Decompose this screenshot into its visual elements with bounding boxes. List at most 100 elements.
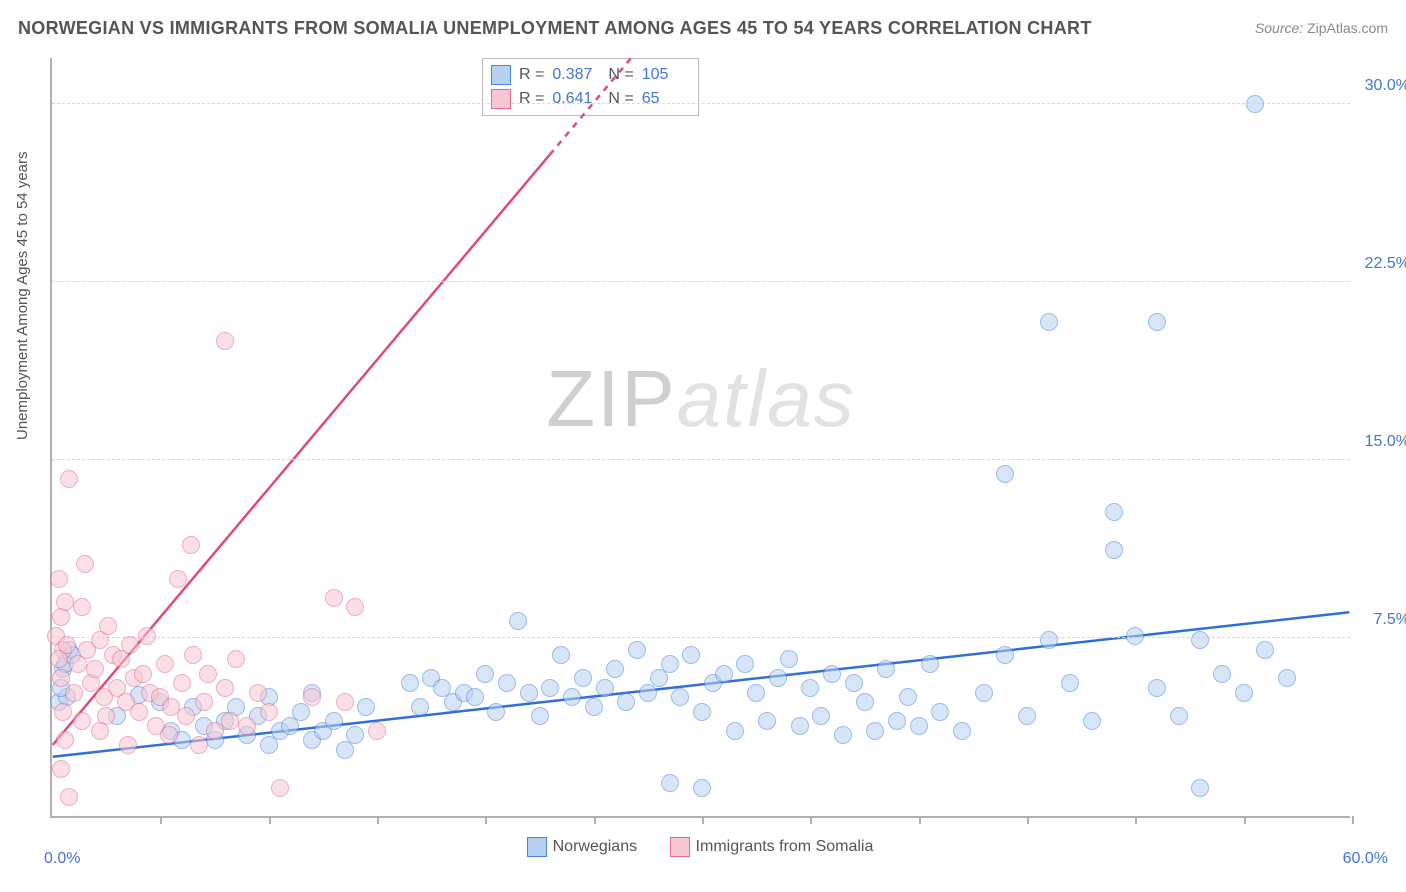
data-point [574, 669, 592, 687]
data-point [996, 646, 1014, 664]
data-point [1148, 679, 1166, 697]
data-point [1256, 641, 1274, 659]
data-point [325, 712, 343, 730]
y-tick-label: 7.5% [1374, 611, 1406, 629]
data-point [182, 536, 200, 554]
data-point [520, 684, 538, 702]
data-point [801, 679, 819, 697]
data-point [91, 722, 109, 740]
correlation-legend: R = 0.387 N = 105 R = 0.641 N = 65 [482, 58, 699, 116]
data-point [238, 717, 256, 735]
data-point [195, 693, 213, 711]
data-point [58, 636, 76, 654]
data-point [1191, 779, 1209, 797]
data-point [357, 698, 375, 716]
data-point [585, 698, 603, 716]
data-point [130, 703, 148, 721]
data-point [487, 703, 505, 721]
legend-n-val-a: 105 [642, 66, 690, 84]
data-point [86, 660, 104, 678]
gridline-h [52, 103, 1350, 104]
data-point [845, 674, 863, 692]
data-point [866, 722, 884, 740]
data-point [401, 674, 419, 692]
data-point [931, 703, 949, 721]
x-tick [1027, 816, 1029, 824]
data-point [260, 703, 278, 721]
data-point [1040, 631, 1058, 649]
data-point [336, 693, 354, 711]
y-tick-label: 15.0% [1365, 433, 1406, 451]
data-point [877, 660, 895, 678]
source-value: ZipAtlas.com [1307, 20, 1388, 36]
data-point [216, 332, 234, 350]
x-tick [810, 816, 812, 824]
data-point [509, 612, 527, 630]
legend-r-val-a: 0.387 [552, 66, 600, 84]
data-point [368, 722, 386, 740]
series-legend: Norwegians Immigrants from Somalia [50, 837, 1350, 862]
data-point [411, 698, 429, 716]
data-point [119, 736, 137, 754]
data-point [693, 703, 711, 721]
data-point [1105, 503, 1123, 521]
data-point [596, 679, 614, 697]
data-point [227, 650, 245, 668]
legend-bottom-swatch-b [670, 837, 690, 857]
legend-bottom-label-a: Norwegians [553, 838, 637, 856]
watermark-atlas: atlas [677, 354, 856, 443]
x-tick [919, 816, 921, 824]
data-point [76, 555, 94, 573]
data-point [52, 760, 70, 778]
data-point [736, 655, 754, 673]
data-point [856, 693, 874, 711]
data-point [1018, 707, 1036, 725]
data-point [216, 679, 234, 697]
data-point [121, 636, 139, 654]
legend-swatch-a [491, 65, 511, 85]
y-tick-label: 30.0% [1365, 77, 1406, 95]
x-tick [1352, 816, 1354, 824]
data-point [466, 688, 484, 706]
legend-bottom-swatch-a [527, 837, 547, 857]
data-point [325, 589, 343, 607]
legend-n-val-b: 65 [642, 90, 690, 108]
data-point [628, 641, 646, 659]
data-point [1105, 541, 1123, 559]
data-point [758, 712, 776, 730]
data-point [73, 712, 91, 730]
data-point [177, 707, 195, 725]
data-point [693, 779, 711, 797]
data-point [138, 627, 156, 645]
data-point [996, 465, 1014, 483]
legend-row-series-b: R = 0.641 N = 65 [491, 87, 690, 111]
data-point [975, 684, 993, 702]
data-point [498, 674, 516, 692]
legend-bottom-label-b: Immigrants from Somalia [696, 838, 874, 856]
data-point [661, 774, 679, 792]
data-point [617, 693, 635, 711]
data-point [303, 688, 321, 706]
legend-n-key-a: N = [608, 66, 633, 84]
data-point [73, 598, 91, 616]
data-point [1278, 669, 1296, 687]
data-point [1191, 631, 1209, 649]
watermark: ZIPatlas [546, 353, 855, 445]
data-point [921, 655, 939, 673]
data-point [726, 722, 744, 740]
legend-swatch-b [491, 89, 511, 109]
data-point [563, 688, 581, 706]
data-point [606, 660, 624, 678]
legend-item-a: Norwegians [527, 837, 637, 857]
data-point [156, 655, 174, 673]
data-point [1246, 95, 1264, 113]
gridline-h [52, 459, 1350, 460]
data-point [1083, 712, 1101, 730]
data-point [271, 779, 289, 797]
data-point [60, 788, 78, 806]
data-point [476, 665, 494, 683]
x-tick [702, 816, 704, 824]
data-point [1213, 665, 1231, 683]
data-point [1040, 313, 1058, 331]
data-point [1235, 684, 1253, 702]
